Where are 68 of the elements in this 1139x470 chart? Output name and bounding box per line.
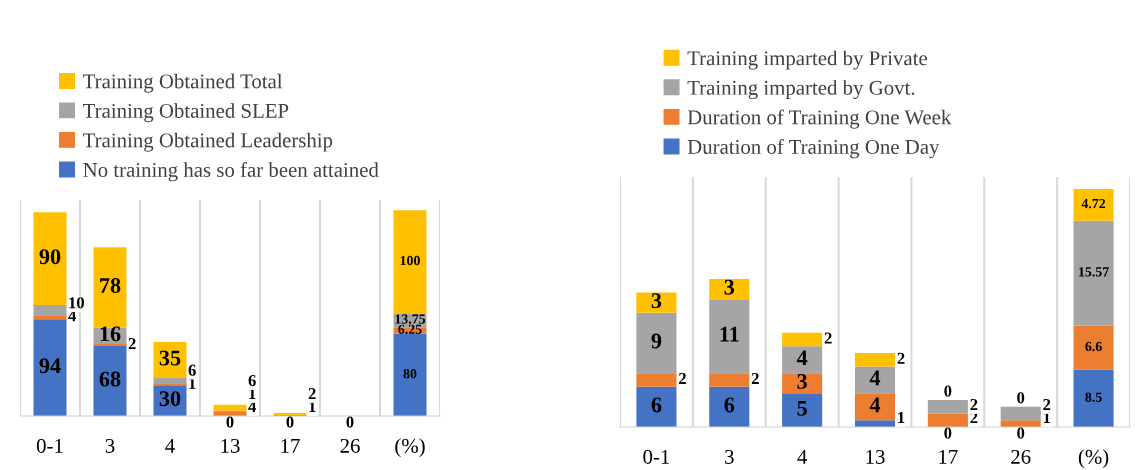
data-label: 94 (39, 358, 61, 374)
x-tick-label: 0-1 (36, 438, 63, 453)
data-label: 2 (824, 332, 832, 344)
data-label: 4.72 (1081, 198, 1106, 209)
data-label: 2 (751, 372, 759, 384)
data-label: 1 (898, 412, 905, 424)
data-label: 2 (128, 338, 136, 350)
data-label: 30 (159, 391, 181, 407)
x-tick-label: 4 (797, 449, 808, 464)
data-label: 11 (720, 326, 739, 342)
data-label: 0 (1017, 392, 1025, 404)
data-label: 0 (1017, 427, 1025, 439)
x-tick-label: (%) (395, 438, 425, 458)
data-label: 10 (69, 297, 85, 309)
data-label: 3 (797, 373, 807, 389)
x-tick-label: 3 (725, 449, 734, 464)
data-label: 0 (346, 416, 354, 428)
data-label: 0 (226, 416, 234, 428)
data-label: 8.5 (1085, 392, 1102, 402)
data-label: 15.57 (1079, 267, 1109, 277)
data-label: 3 (651, 293, 662, 309)
x-tick-label: 13 (221, 438, 240, 453)
x-tick-label: 17 (281, 438, 300, 453)
legend-label: No training has so far been attained (83, 162, 379, 182)
data-label: 6 (188, 364, 196, 376)
data-label: 4 (869, 397, 881, 413)
legend-label: Training Obtained SLEP (83, 103, 289, 123)
x-tick-label: 0-1 (643, 449, 670, 464)
x-tick-label: 4 (165, 438, 175, 453)
x-tick-label: 3 (105, 438, 115, 453)
data-label: 6 (724, 397, 735, 413)
data-label: 2 (970, 398, 978, 411)
x-tick-label: 26 (1011, 449, 1031, 464)
data-label: 80 (403, 368, 417, 379)
x-tick-label: 17 (939, 449, 958, 464)
data-label: 6.6 (1085, 341, 1102, 352)
data-label: 2 (308, 387, 316, 400)
data-label: 78 (100, 277, 121, 293)
legend-label: Duration of Training One Week (687, 109, 952, 129)
data-label: 2 (1043, 398, 1051, 411)
data-label: 35 (159, 350, 181, 366)
legend-label: Training Obtained Total (83, 73, 283, 93)
data-label: 13.75 (395, 314, 426, 324)
data-label: 0 (944, 427, 952, 439)
data-label: 90 (39, 249, 61, 265)
x-tick-label: 13 (866, 449, 885, 464)
legend-label: Training imparted by Govt. (687, 80, 915, 100)
data-label: 0 (286, 416, 294, 428)
legend-label: Training imparted by Private (687, 50, 927, 70)
legend-label: Duration of Training One Day (687, 139, 940, 159)
data-label: 4 (869, 370, 881, 386)
data-label: 5 (797, 400, 807, 416)
data-label: 68 (99, 371, 121, 387)
data-label: 2 (897, 352, 905, 364)
data-label: 6.25 (398, 324, 422, 335)
x-tick-label: (%) (1078, 449, 1109, 469)
data-label: 3 (724, 279, 735, 295)
legend-label: Training Obtained Leadership (83, 132, 333, 152)
x-tick-label: 26 (340, 438, 360, 453)
data-label: 6 (248, 374, 256, 387)
data-label: 0 (944, 385, 952, 397)
data-label: 16 (100, 326, 121, 342)
data-label: 100 (400, 255, 420, 266)
data-label: 2 (678, 372, 686, 384)
data-label: 4 (248, 401, 257, 413)
data-label: 9 (651, 333, 662, 349)
data-label: 4 (796, 350, 808, 366)
data-label: 6 (651, 397, 662, 413)
